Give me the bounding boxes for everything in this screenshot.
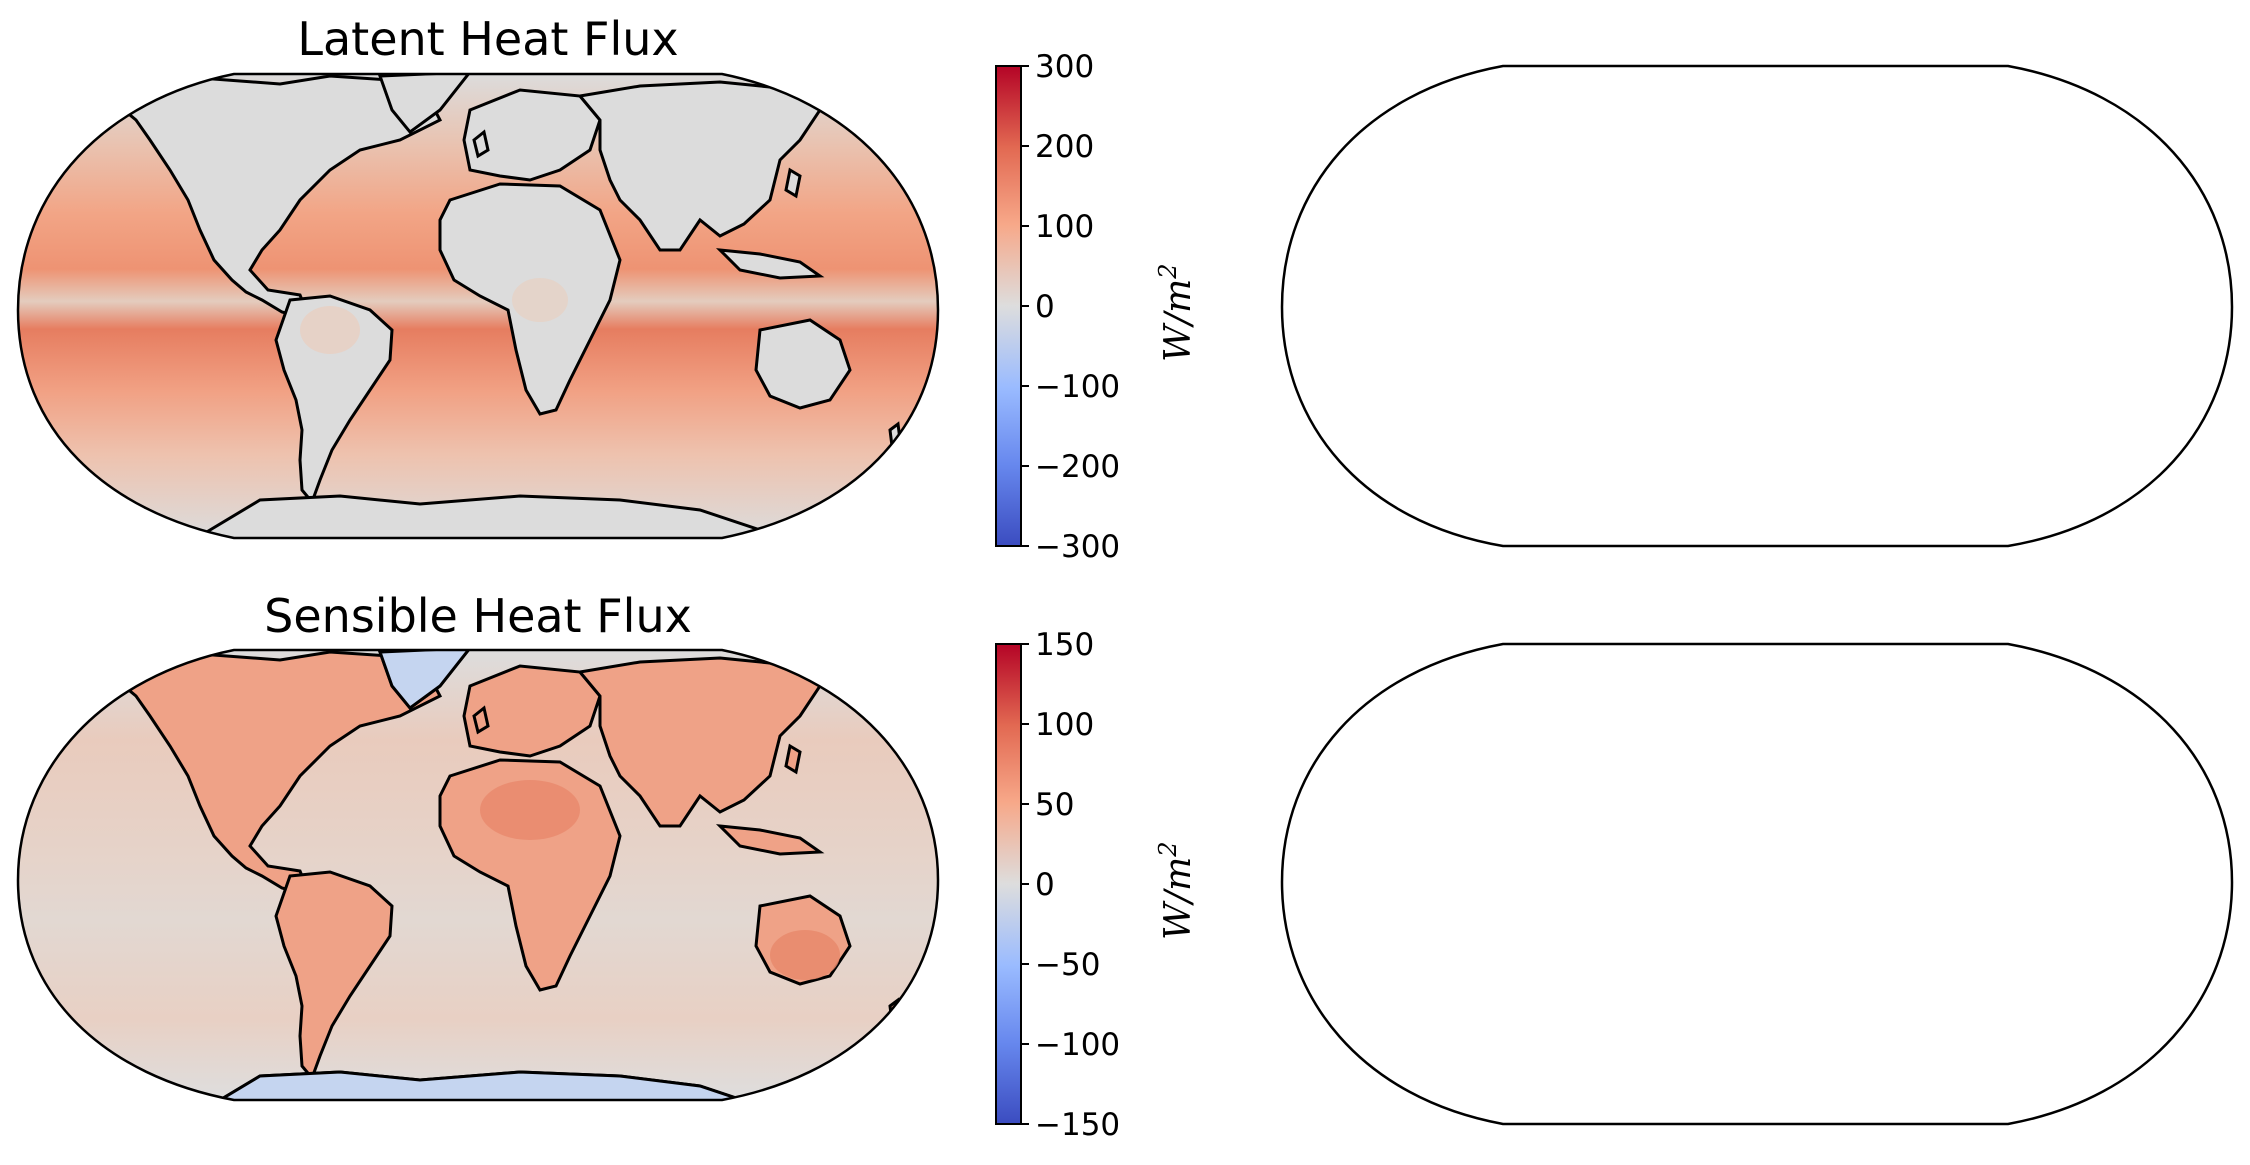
colorbar-tick-label: −300 (1035, 529, 1120, 565)
empty-map-top-right (1280, 64, 2234, 548)
latent-map-outline (16, 72, 940, 540)
colorbar-tick-label: 50 (1035, 787, 1074, 823)
colorbar-tick-label: 200 (1035, 129, 1094, 165)
latent-colorbar: 300 200 100 0 −100 −200 −300 W/m2 (995, 49, 1199, 565)
colorbar-tick-label: 0 (1035, 289, 1055, 325)
colorbar-tick-label: 100 (1035, 209, 1094, 245)
sensible-colorbar-label: W/m2 (1154, 841, 1199, 940)
colorbar-tick-label: 150 (1035, 627, 1094, 663)
sensible-map-outline (16, 648, 940, 1102)
latent-heat-flux-map (18, 74, 938, 538)
empty-map-bottom-right (1280, 642, 2234, 1126)
sensible-heat-flux-title: Sensible Heat Flux (264, 589, 692, 643)
colorbar-tick-label: −100 (1035, 1027, 1120, 1063)
sensible-heat-flux-map (18, 650, 938, 1100)
colorbar-tick-label: −50 (1035, 947, 1100, 983)
colorbar-tick-label: 0 (1035, 867, 1055, 903)
latent-colorbar-label: W/m2 (1154, 263, 1199, 362)
colorbar-tick-label: −150 (1035, 1107, 1120, 1143)
sensible-colorbar: 150 100 50 0 −50 −100 −150 W/m2 (995, 627, 1199, 1143)
colorbar-tick-label: 100 (1035, 707, 1094, 743)
latent-heat-flux-title: Latent Heat Flux (297, 12, 679, 66)
colorbar-tick-label: −100 (1035, 369, 1120, 405)
colorbar-tick-label: −200 (1035, 449, 1120, 485)
colorbar-tick-label: 300 (1035, 49, 1094, 85)
